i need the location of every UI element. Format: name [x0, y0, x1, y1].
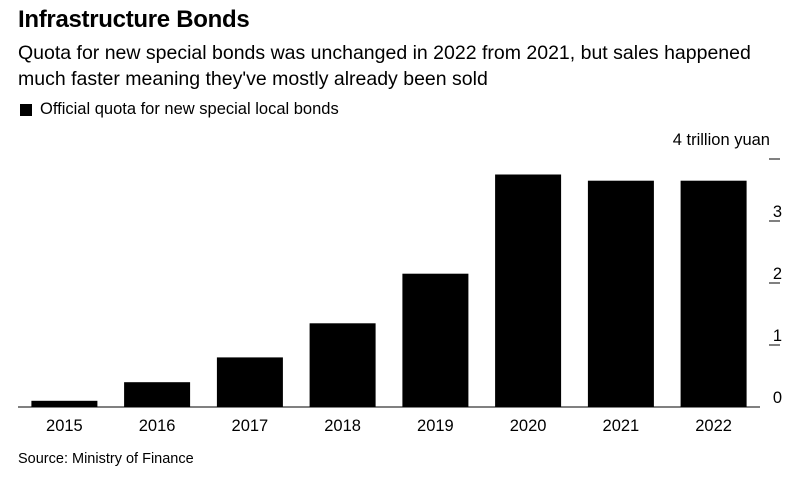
chart-title: Infrastructure Bonds: [18, 6, 250, 33]
x-tick-label-2021: 2021: [603, 417, 640, 435]
y-tick-label-1: 1: [773, 327, 782, 345]
x-tick-label-2020: 2020: [510, 417, 547, 435]
source-note: Source: Ministry of Finance: [18, 451, 194, 467]
y-tick-label-3: 3: [773, 203, 782, 221]
bar-2018: [309, 323, 376, 407]
x-tick-label-2016: 2016: [139, 417, 176, 435]
x-tick-label-2018: 2018: [324, 417, 361, 435]
chart-subtitle: Quota for new special bonds was unchange…: [18, 42, 751, 90]
legend: Official quota for new special local bon…: [20, 100, 339, 119]
bar-2017: [216, 357, 283, 407]
legend-swatch: [20, 103, 32, 116]
bars-group: [18, 174, 760, 408]
y-axis: 0 1 2 3: [769, 158, 782, 407]
x-tick-label-2017: 2017: [232, 417, 269, 435]
x-tick-label-2015: 2015: [46, 417, 83, 435]
x-axis-tick-labels: 2015 2016 2017 2018 2019 2020 2021 2022: [46, 417, 732, 435]
y-tick-label-0: 0: [773, 389, 782, 407]
y-tick-label-2: 2: [773, 265, 782, 283]
bar-2020: [495, 174, 562, 407]
bar-2015: [31, 400, 98, 407]
bar-2021: [587, 180, 654, 407]
y-axis-unit-label: 4 trillion yuan: [672, 131, 770, 149]
bar-2019: [402, 273, 469, 407]
bar-2016: [124, 382, 191, 407]
x-tick-label-2022: 2022: [695, 417, 732, 435]
x-tick-label-2019: 2019: [417, 417, 454, 435]
bar-2022: [680, 180, 747, 407]
legend-label: Official quota for new special local bon…: [40, 100, 339, 118]
